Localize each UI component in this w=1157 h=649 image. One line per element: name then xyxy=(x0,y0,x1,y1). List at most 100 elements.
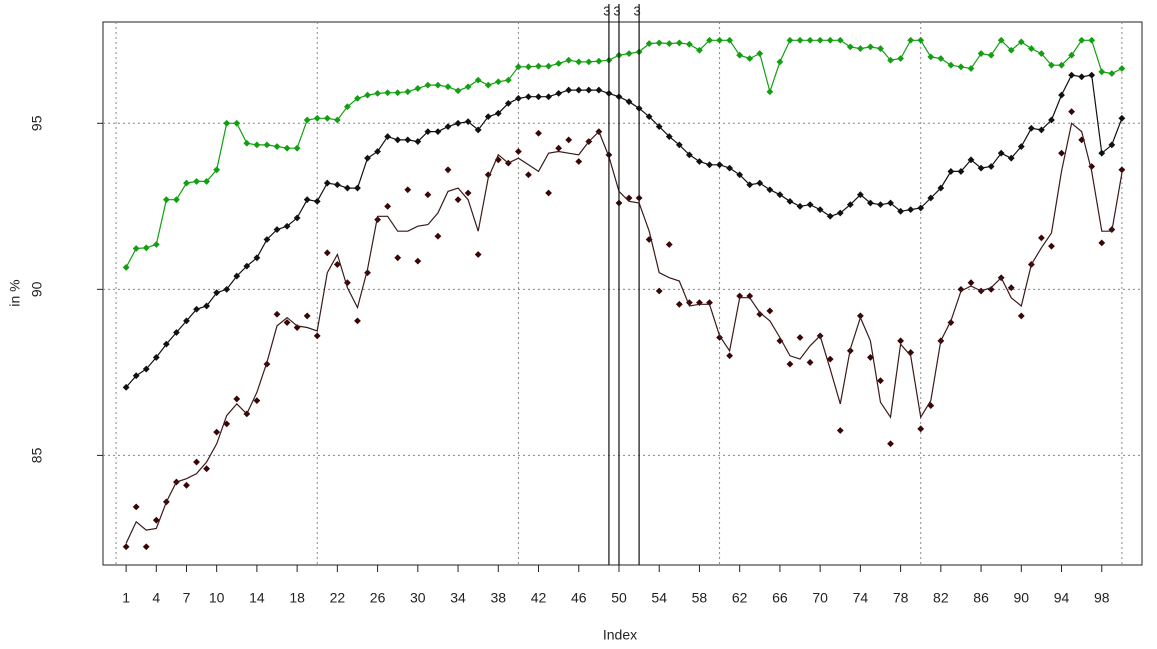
data-point xyxy=(323,179,331,187)
data-point xyxy=(796,334,804,341)
data-point xyxy=(957,168,965,175)
marker-label: 3 xyxy=(603,3,610,18)
marker-label: 3 xyxy=(633,3,640,18)
data-point xyxy=(1017,143,1025,150)
data-point xyxy=(535,93,542,101)
data-point xyxy=(595,57,603,65)
data-point xyxy=(937,184,945,192)
data-point xyxy=(706,36,713,44)
data-point xyxy=(575,86,583,94)
data-point xyxy=(877,201,884,209)
data-point xyxy=(273,226,281,233)
data-point xyxy=(675,300,683,308)
data-point xyxy=(706,161,713,169)
data-point xyxy=(977,164,985,172)
y-tick-label: 90 xyxy=(29,281,45,297)
data-point xyxy=(474,76,482,84)
data-point xyxy=(786,36,794,44)
data-point xyxy=(655,123,663,131)
x-tick-label: 18 xyxy=(289,590,305,606)
data-point xyxy=(1038,50,1045,57)
data-point xyxy=(927,402,935,409)
data-point xyxy=(856,191,864,199)
x-tick-label: 34 xyxy=(450,590,466,606)
x-tick-label: 14 xyxy=(249,590,265,606)
data-point xyxy=(897,55,905,62)
series-line xyxy=(125,39,1123,268)
data-point xyxy=(696,46,703,54)
data-point xyxy=(122,383,130,391)
data-point xyxy=(917,425,925,433)
data-point xyxy=(665,241,673,248)
data-point xyxy=(434,81,442,89)
data-point xyxy=(756,50,764,57)
data-point xyxy=(887,440,894,448)
data-point xyxy=(344,103,351,111)
data-point xyxy=(897,207,905,215)
data-point xyxy=(796,202,804,210)
data-point xyxy=(716,36,723,44)
data-point xyxy=(1118,166,1126,174)
x-tick-label: 26 xyxy=(370,590,386,606)
x-tick-label: 46 xyxy=(571,590,587,606)
data-point xyxy=(736,51,744,59)
data-point xyxy=(434,128,442,135)
data-point xyxy=(816,206,824,214)
data-point xyxy=(233,119,241,127)
y-tick-label: 95 xyxy=(29,115,45,131)
data-point xyxy=(987,163,995,170)
data-point xyxy=(384,133,392,140)
data-point xyxy=(746,55,754,62)
data-point xyxy=(504,76,512,84)
x-tick-label: 42 xyxy=(531,590,547,606)
data-point xyxy=(263,236,271,243)
data-point xyxy=(846,201,854,209)
data-point xyxy=(756,179,764,187)
x-tick-label: 82 xyxy=(933,590,949,606)
data-point xyxy=(967,65,975,72)
data-point xyxy=(233,395,241,403)
data-point xyxy=(374,216,381,224)
data-point xyxy=(444,83,452,91)
data-point xyxy=(203,302,210,310)
data-point xyxy=(967,279,975,287)
data-point xyxy=(826,36,834,44)
y-tick-label: 85 xyxy=(29,447,45,463)
data-point xyxy=(867,354,874,361)
data-point xyxy=(424,191,432,199)
data-point xyxy=(575,158,583,165)
data-point xyxy=(555,60,563,67)
data-point xyxy=(1078,36,1086,44)
data-point xyxy=(555,144,563,152)
data-point xyxy=(354,317,361,325)
data-point xyxy=(877,377,884,385)
data-point xyxy=(685,151,693,159)
data-point xyxy=(313,114,321,122)
data-point xyxy=(293,214,301,222)
data-point xyxy=(384,202,392,210)
x-tick-label: 50 xyxy=(611,590,627,606)
data-point xyxy=(323,114,331,122)
data-point xyxy=(967,156,975,164)
data-point xyxy=(726,352,734,360)
data-point xyxy=(283,144,291,152)
data-point xyxy=(776,58,784,66)
data-point xyxy=(213,428,221,436)
x-tick-label: 4 xyxy=(152,590,160,606)
data-point xyxy=(162,196,170,204)
data-point xyxy=(354,94,361,102)
data-point xyxy=(323,249,331,257)
x-tick-label: 98 xyxy=(1094,590,1110,606)
data-point xyxy=(625,194,633,202)
data-point xyxy=(665,133,673,140)
data-point xyxy=(545,93,552,101)
data-point xyxy=(1088,163,1096,170)
data-point xyxy=(1038,126,1045,134)
data-point xyxy=(313,197,321,205)
data-point xyxy=(685,40,693,48)
data-point xyxy=(947,61,955,69)
data-point xyxy=(665,40,673,47)
x-tick-label: 90 xyxy=(1014,590,1030,606)
data-point xyxy=(233,272,241,280)
data-point xyxy=(937,55,945,62)
